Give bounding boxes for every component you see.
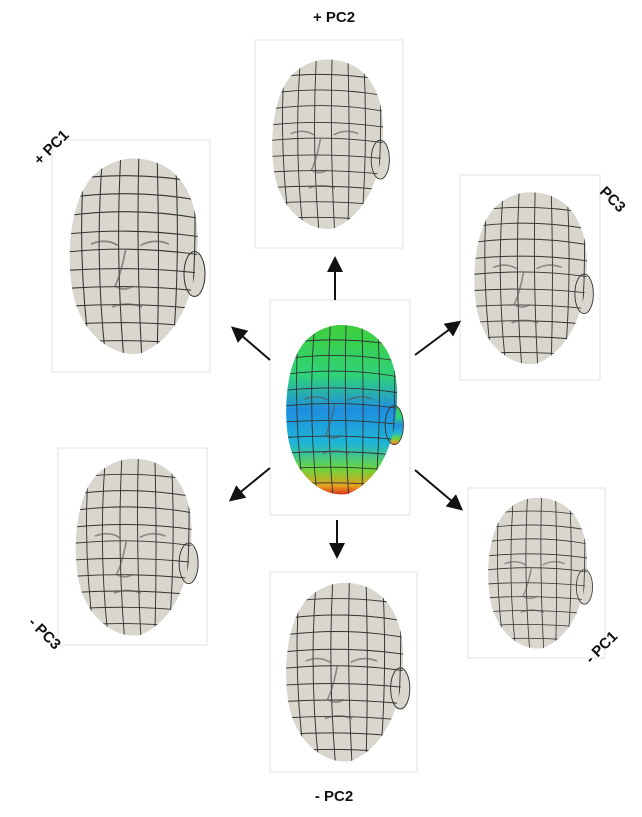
head-plus-pc2 [255, 40, 403, 248]
figure: + PC2 + PC1 PC3 - PC3 - PC1 - PC2 [0, 0, 642, 817]
label: + PC2 [313, 9, 355, 26]
head-minus-pc3 [58, 448, 207, 645]
head-mean [270, 300, 410, 515]
label: - PC2 [315, 788, 353, 805]
head-plus-pc1 [52, 140, 210, 372]
head-pc3 [460, 175, 600, 380]
label: PC3 [596, 183, 629, 216]
head-minus-pc1 [468, 488, 605, 658]
head-minus-pc2 [270, 572, 417, 772]
